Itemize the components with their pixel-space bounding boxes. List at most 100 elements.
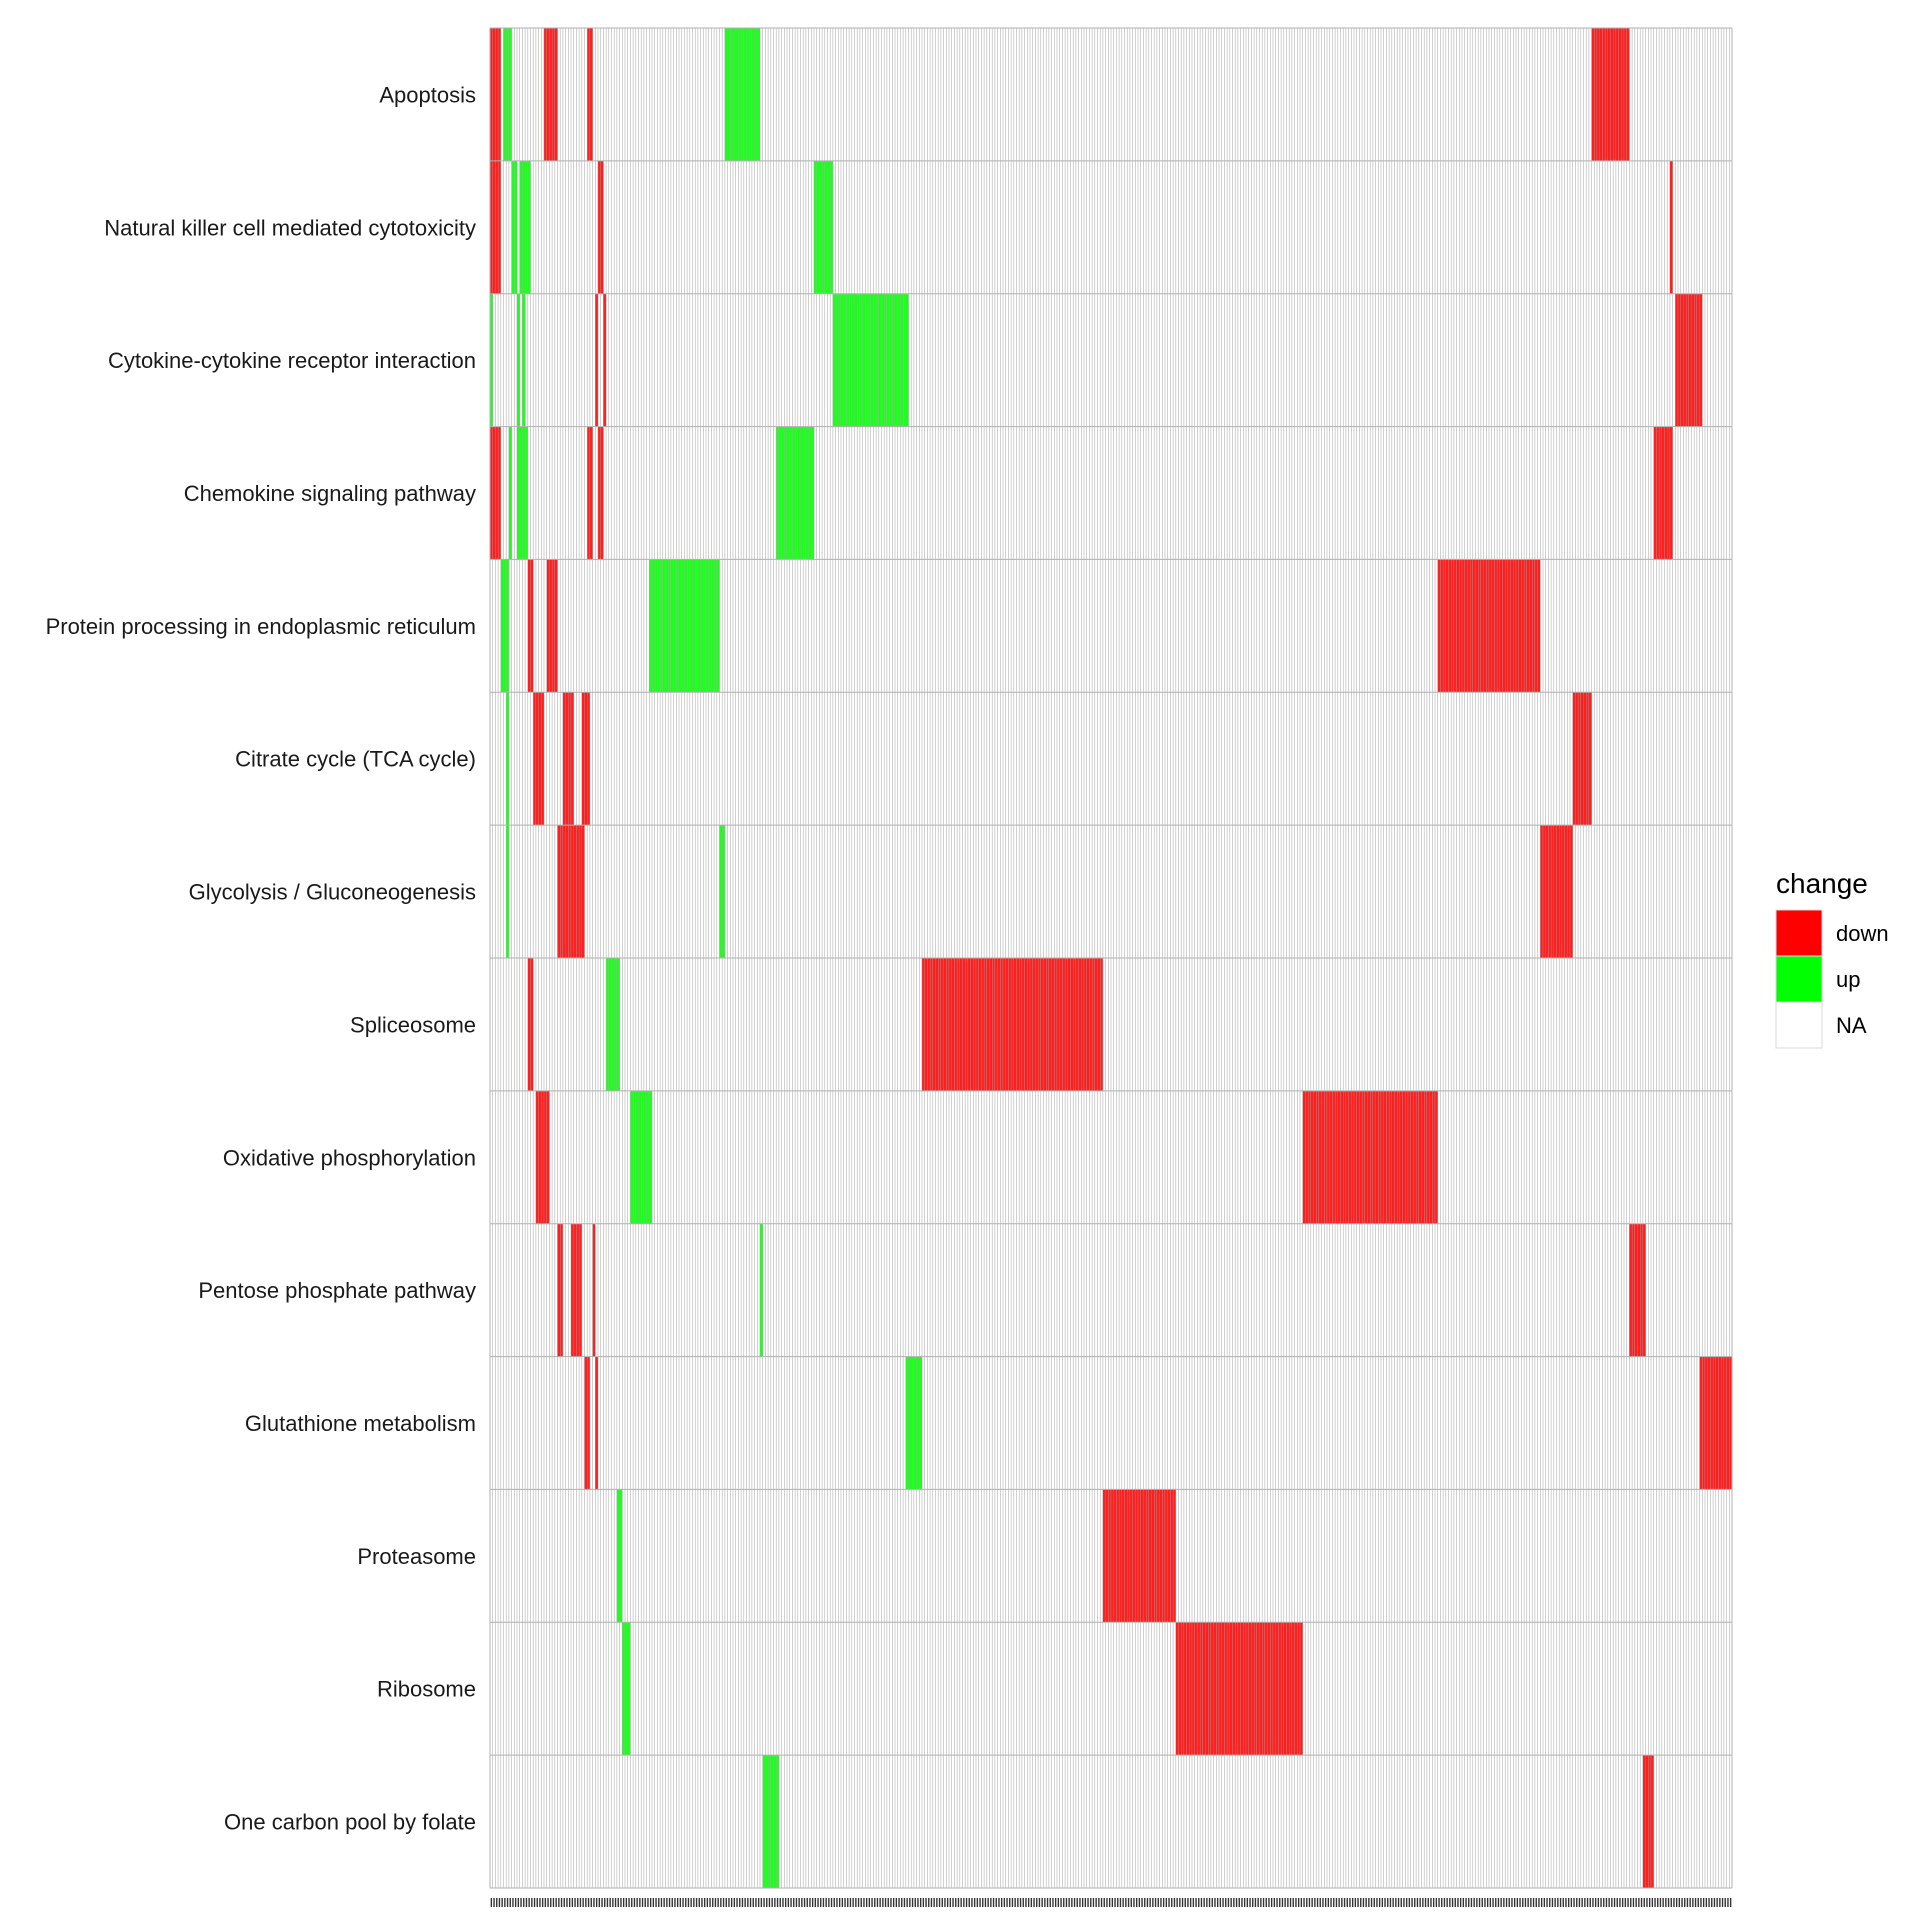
- heatmap-cell-up: [832, 293, 836, 427]
- heatmap-cell-down: [538, 1090, 542, 1224]
- heatmap-cell-down: [595, 1356, 599, 1490]
- heatmap-cell-up: [506, 692, 510, 826]
- heatmap-cell-up: [730, 27, 734, 162]
- heatmap-cell-down: [570, 824, 574, 959]
- heatmap-cell-down: [1667, 426, 1671, 560]
- heatmap-cell-down: [1432, 1090, 1436, 1224]
- heatmap-cell-down: [1043, 957, 1047, 1092]
- heatmap-cell-down: [1186, 1622, 1190, 1756]
- heatmap-cell-down: [1661, 426, 1665, 560]
- heatmap-cell-up: [776, 426, 780, 560]
- heatmap-cell-down: [1267, 1622, 1271, 1756]
- heatmap-cell-up: [716, 559, 720, 693]
- heatmap-cell-down: [1232, 1622, 1236, 1756]
- heatmap-cell-up: [767, 1754, 771, 1889]
- heatmap-cell-down: [1637, 1223, 1641, 1357]
- heatmap-cell-up: [894, 293, 898, 427]
- heatmap-cell-down: [1386, 1090, 1390, 1224]
- heatmap-cell-down: [954, 957, 958, 1092]
- heatmap-cell-down: [1572, 692, 1576, 826]
- heatmap-cell-down: [576, 1223, 580, 1357]
- heatmap-cell-down: [1596, 27, 1600, 162]
- heatmap-cell-down: [997, 957, 1001, 1092]
- heatmap-cell-down: [1081, 957, 1085, 1092]
- heatmap-cell-down: [1502, 559, 1506, 693]
- heatmap-cell-up: [646, 1090, 650, 1224]
- heatmap-cell-up: [902, 293, 906, 427]
- heatmap-cell-down: [603, 293, 607, 427]
- heatmap-cell-down: [1256, 1622, 1260, 1756]
- heatmap-cell-down: [1478, 559, 1482, 693]
- heatmap-cell-down: [587, 426, 591, 560]
- heatmap-cell-up: [821, 160, 825, 294]
- heatmap-cell-down: [1586, 692, 1590, 826]
- heatmap-cell-down: [1019, 957, 1023, 1092]
- row-label: Glycolysis / Gluconeogenesis: [189, 880, 476, 905]
- heatmap-cell-down: [1102, 1489, 1106, 1623]
- heatmap-cell-down: [1391, 1090, 1395, 1224]
- heatmap-cell-down: [951, 957, 955, 1092]
- heatmap-cell-down: [1650, 1754, 1654, 1889]
- heatmap-cell-up: [678, 559, 682, 693]
- heatmap-cell-down: [1523, 559, 1527, 693]
- heatmap-cell-down: [1108, 1489, 1112, 1623]
- heatmap-cell-down: [1216, 1622, 1220, 1756]
- heatmap-cell-down: [1356, 1090, 1360, 1224]
- row-label: Natural killer cell mediated cytotoxicit…: [104, 215, 476, 240]
- heatmap-cell-down: [497, 426, 501, 560]
- heatmap-cell-down: [929, 957, 933, 1092]
- heatmap-cell-up: [500, 559, 504, 693]
- heatmap-cell-down: [1154, 1489, 1158, 1623]
- heatmap-cell-up: [727, 27, 731, 162]
- heatmap-cell-up: [689, 559, 693, 693]
- heatmap-cell-up: [786, 426, 790, 560]
- row-label: Chemokine signaling pathway: [184, 481, 476, 506]
- heatmap-cell-down: [1197, 1622, 1201, 1756]
- heatmap-cell-down: [1480, 559, 1484, 693]
- heatmap-cell-down: [1575, 692, 1579, 826]
- heatmap-cell-up: [635, 1090, 639, 1224]
- heatmap-cell-up: [881, 293, 885, 427]
- row-label: Oxidative phosphorylation: [223, 1145, 476, 1170]
- heatmap-cell-up: [811, 426, 815, 560]
- heatmap-cell-down: [535, 692, 539, 826]
- heatmap-cell-down: [543, 27, 547, 162]
- heatmap-cell-down: [1464, 559, 1468, 693]
- heatmap-cell-down: [1316, 1090, 1320, 1224]
- heatmap-cell-down: [1588, 692, 1592, 826]
- heatmap-cell-down: [1116, 1489, 1120, 1623]
- heatmap-cell-down: [935, 957, 939, 1092]
- heatmap-cell-down: [1270, 1622, 1274, 1756]
- heatmap-cell-down: [1718, 1356, 1722, 1490]
- heatmap-cell-down: [1156, 1489, 1160, 1623]
- heatmap-cell-up: [522, 426, 526, 560]
- heatmap-cell-down: [1626, 27, 1630, 162]
- heatmap-cell-up: [905, 293, 909, 427]
- heatmap-cell-down: [1213, 1622, 1217, 1756]
- heatmap-cell-down: [1143, 1489, 1147, 1623]
- heatmap-cell-up: [673, 559, 677, 693]
- row-label: Cytokine-cytokine receptor interaction: [108, 348, 476, 373]
- heatmap-cell-down: [1048, 957, 1052, 1092]
- heatmap-cell-down: [1259, 1622, 1263, 1756]
- heatmap-cell-down: [1294, 1622, 1298, 1756]
- row-label: Citrate cycle (TCA cycle): [235, 747, 476, 772]
- heatmap-cell-down: [965, 957, 969, 1092]
- heatmap-cell-down: [1129, 1489, 1133, 1623]
- heatmap-cell-down: [1607, 27, 1611, 162]
- heatmap-cell-down: [551, 559, 555, 693]
- heatmap-cell-down: [1351, 1090, 1355, 1224]
- heatmap-cell-down: [948, 957, 952, 1092]
- heatmap-cell-up: [630, 1090, 634, 1224]
- heatmap-cell-down: [497, 160, 501, 294]
- heatmap-cell-down: [1534, 559, 1538, 693]
- heatmap-cell-up: [649, 1090, 653, 1224]
- heatmap-cell-down: [1442, 559, 1446, 693]
- heatmap-cell-down: [1664, 426, 1668, 560]
- heatmap-cell-up: [781, 426, 785, 560]
- heatmap-cell-down: [992, 957, 996, 1092]
- heatmap-cell-up: [514, 160, 518, 294]
- row-separators: [489, 27, 1733, 1889]
- heatmap-cell-down: [1029, 957, 1033, 1092]
